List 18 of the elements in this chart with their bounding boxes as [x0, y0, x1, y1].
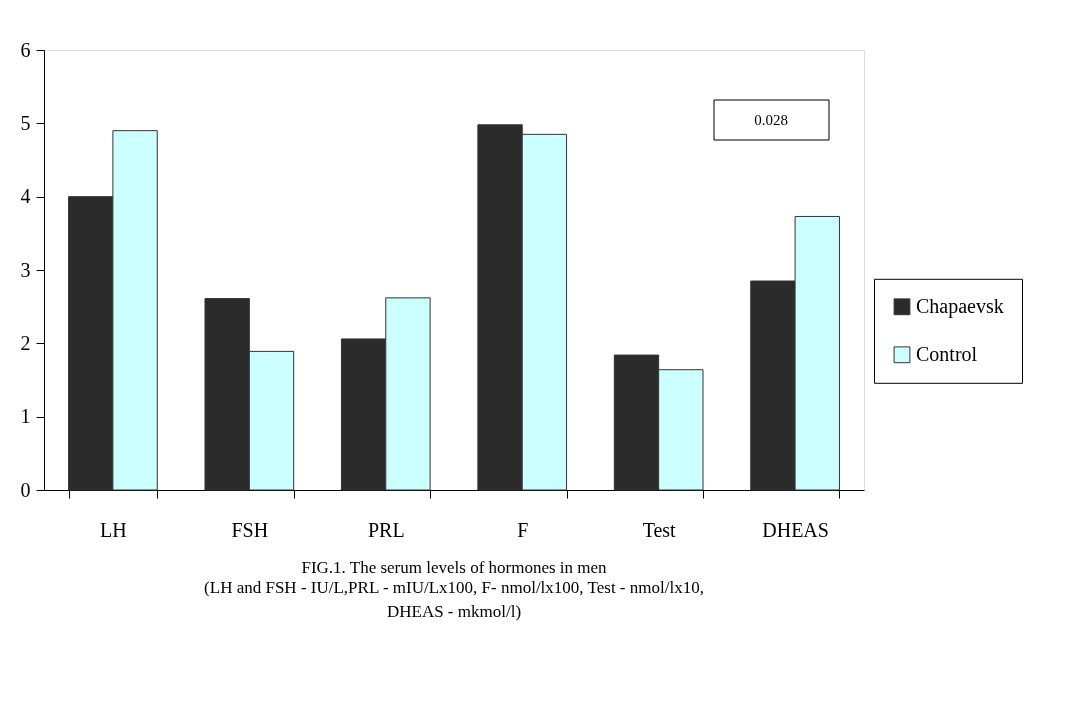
x-tick-label: FSH	[231, 518, 269, 541]
text: (LH and FSH - IU/L,PRL - mIU/Lx100, F- nmol/lx100, Test - nmol/lx10, DHEAS - mkmol/l)	[204, 578, 704, 621]
annotation: 0.028	[754, 112, 788, 128]
y-tick-label: 6	[20, 38, 31, 61]
y-tick-label: 0	[20, 478, 31, 501]
x-tick-label: LH	[100, 518, 127, 541]
legend-label: Control	[916, 342, 978, 365]
x-tick-label: Test	[642, 518, 677, 541]
y-tick-label: 3	[20, 258, 31, 281]
text: FIG.1. The serum levels of hormones in men	[301, 558, 608, 577]
y-tick-label: 4	[20, 185, 31, 208]
legend-label: Chapaevsk	[916, 294, 1004, 318]
y-tick-label: 2	[20, 331, 31, 354]
y-tick-label: 1	[20, 405, 31, 428]
x-tick-label: F	[517, 518, 529, 541]
x-tick-label: DHEAS	[762, 518, 829, 541]
y-tick-label: 5	[20, 111, 31, 134]
x-tick-label: PRL	[367, 518, 405, 541]
